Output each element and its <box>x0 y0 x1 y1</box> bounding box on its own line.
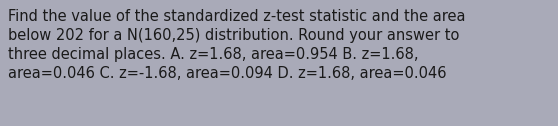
Text: Find the value of the standardized z-test statistic and the area
below 202 for a: Find the value of the standardized z-tes… <box>8 9 466 81</box>
